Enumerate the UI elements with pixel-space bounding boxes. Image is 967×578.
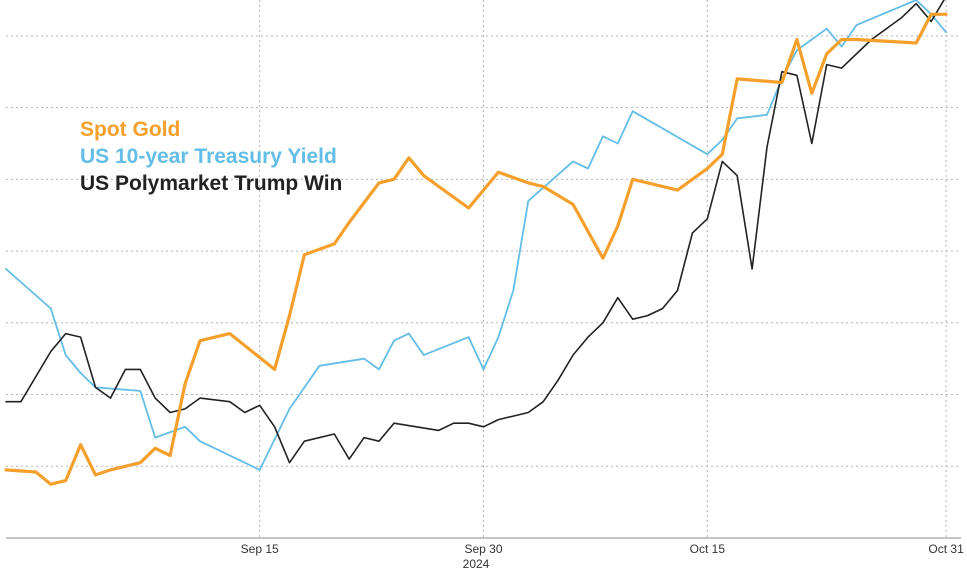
legend-item-polymarket: US Polymarket Trump Win bbox=[80, 172, 343, 195]
x-tick-label: Sep 30 bbox=[464, 542, 502, 556]
x-tick-label: Sep 15 bbox=[241, 542, 279, 556]
x-axis: Sep 15 Sep 30 Oct 15 Oct 31 bbox=[6, 537, 964, 556]
legend-item-treasury-yield: US 10-year Treasury Yield bbox=[80, 145, 337, 168]
series-lines bbox=[4, 0, 948, 486]
x-tick-label: Oct 31 bbox=[928, 542, 964, 556]
year-label: 2024 bbox=[463, 557, 490, 571]
legend-item-spot-gold: Spot Gold bbox=[80, 118, 181, 141]
legend: Spot Gold US 10-year Treasury Yield US P… bbox=[80, 116, 342, 197]
series-line-us-polymarket-trump-win bbox=[5, 0, 945, 464]
series-line-spot-gold bbox=[4, 12, 948, 486]
gridlines bbox=[6, 0, 961, 538]
x-tick-label: Oct 15 bbox=[690, 542, 726, 556]
